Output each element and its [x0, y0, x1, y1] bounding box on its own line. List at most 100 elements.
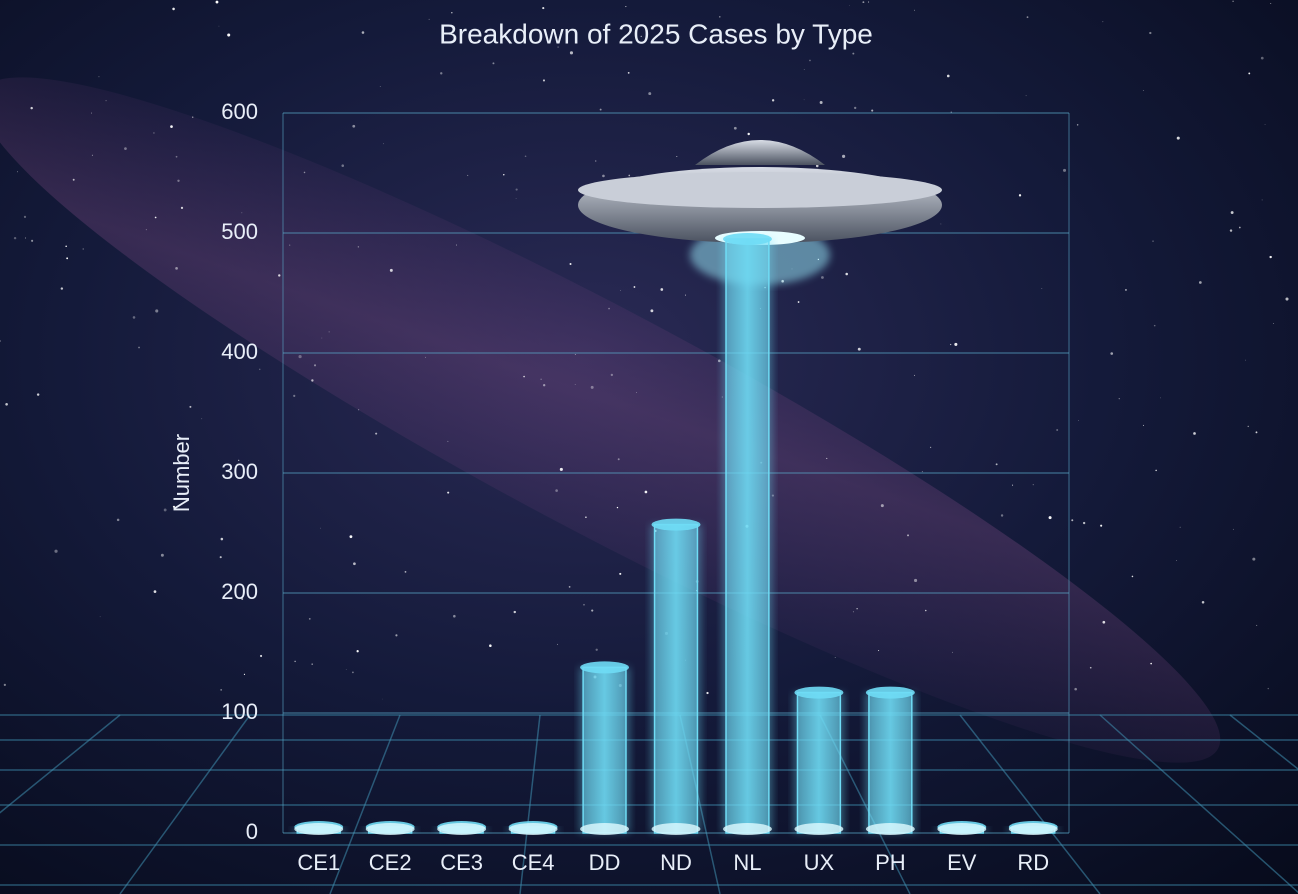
bar-base — [294, 823, 343, 835]
star — [543, 79, 545, 81]
star — [856, 608, 857, 609]
star — [375, 433, 377, 435]
star — [1268, 688, 1269, 689]
star — [555, 489, 558, 492]
star — [154, 590, 157, 593]
star — [1150, 663, 1152, 665]
x-tick-label: CE3 — [440, 850, 483, 875]
star — [61, 287, 63, 289]
star — [523, 376, 525, 378]
star — [405, 571, 407, 573]
y-tick-label: 500 — [221, 219, 258, 244]
star — [734, 127, 737, 130]
star — [608, 308, 610, 310]
star — [1252, 558, 1255, 561]
star — [575, 384, 576, 385]
star — [65, 246, 67, 248]
star — [557, 644, 558, 645]
star — [570, 51, 573, 54]
x-tick-label: CE1 — [297, 850, 340, 875]
star — [835, 657, 836, 658]
star — [591, 386, 594, 389]
star — [320, 528, 321, 529]
star — [1231, 211, 1234, 214]
star — [596, 649, 598, 651]
y-axis-label: Number — [169, 434, 194, 512]
star — [1239, 227, 1241, 229]
bar-base — [652, 823, 701, 835]
star — [181, 207, 183, 209]
star — [1012, 485, 1013, 486]
star — [138, 347, 140, 349]
star — [809, 60, 811, 62]
star — [201, 418, 202, 419]
bar-cap — [866, 687, 915, 699]
y-tick-label: 100 — [221, 699, 258, 724]
star — [1132, 576, 1134, 578]
star — [153, 132, 154, 133]
star — [954, 343, 957, 346]
star — [304, 172, 306, 174]
star — [595, 160, 596, 161]
star — [634, 286, 636, 288]
star — [352, 125, 355, 128]
star — [1160, 397, 1161, 398]
star — [648, 92, 651, 95]
star — [382, 699, 383, 700]
star — [1176, 560, 1177, 561]
star — [429, 19, 430, 20]
star — [1143, 425, 1144, 426]
star — [1270, 3, 1271, 4]
star — [341, 164, 344, 167]
star — [930, 447, 931, 448]
star — [383, 143, 384, 144]
star — [175, 267, 178, 270]
x-tick-label: PH — [875, 850, 906, 875]
star — [645, 491, 648, 494]
star — [706, 692, 708, 694]
star — [1078, 420, 1079, 421]
bar-cap — [723, 233, 772, 245]
star — [1202, 601, 1205, 604]
star — [583, 604, 585, 606]
star — [628, 72, 630, 74]
star — [177, 180, 179, 182]
star — [804, 99, 805, 100]
x-tick-label: EV — [947, 850, 977, 875]
star — [353, 562, 356, 565]
star — [362, 31, 365, 34]
star — [221, 538, 224, 541]
star — [503, 174, 504, 175]
star — [456, 245, 457, 246]
star — [312, 663, 313, 664]
bar — [583, 667, 626, 833]
star — [611, 374, 613, 376]
star — [821, 276, 824, 279]
bar — [869, 693, 912, 833]
star — [952, 652, 953, 653]
star — [542, 7, 544, 9]
star — [1245, 360, 1246, 361]
bar — [655, 525, 698, 833]
star — [66, 257, 68, 259]
bar-base — [794, 823, 843, 835]
x-tick-label: UX — [804, 850, 835, 875]
star — [1199, 281, 1202, 284]
bar-cap — [652, 519, 701, 531]
star — [1001, 514, 1003, 516]
bar-base — [937, 823, 986, 835]
star — [425, 357, 426, 358]
star — [447, 492, 449, 494]
star — [1077, 124, 1078, 125]
star — [1180, 527, 1181, 528]
star — [560, 468, 563, 471]
star — [1041, 288, 1042, 289]
star — [1027, 16, 1029, 18]
star — [516, 189, 518, 191]
star — [854, 107, 856, 109]
star — [294, 661, 296, 663]
star — [540, 379, 541, 380]
star — [146, 229, 147, 230]
star — [650, 309, 653, 312]
star — [289, 245, 290, 246]
